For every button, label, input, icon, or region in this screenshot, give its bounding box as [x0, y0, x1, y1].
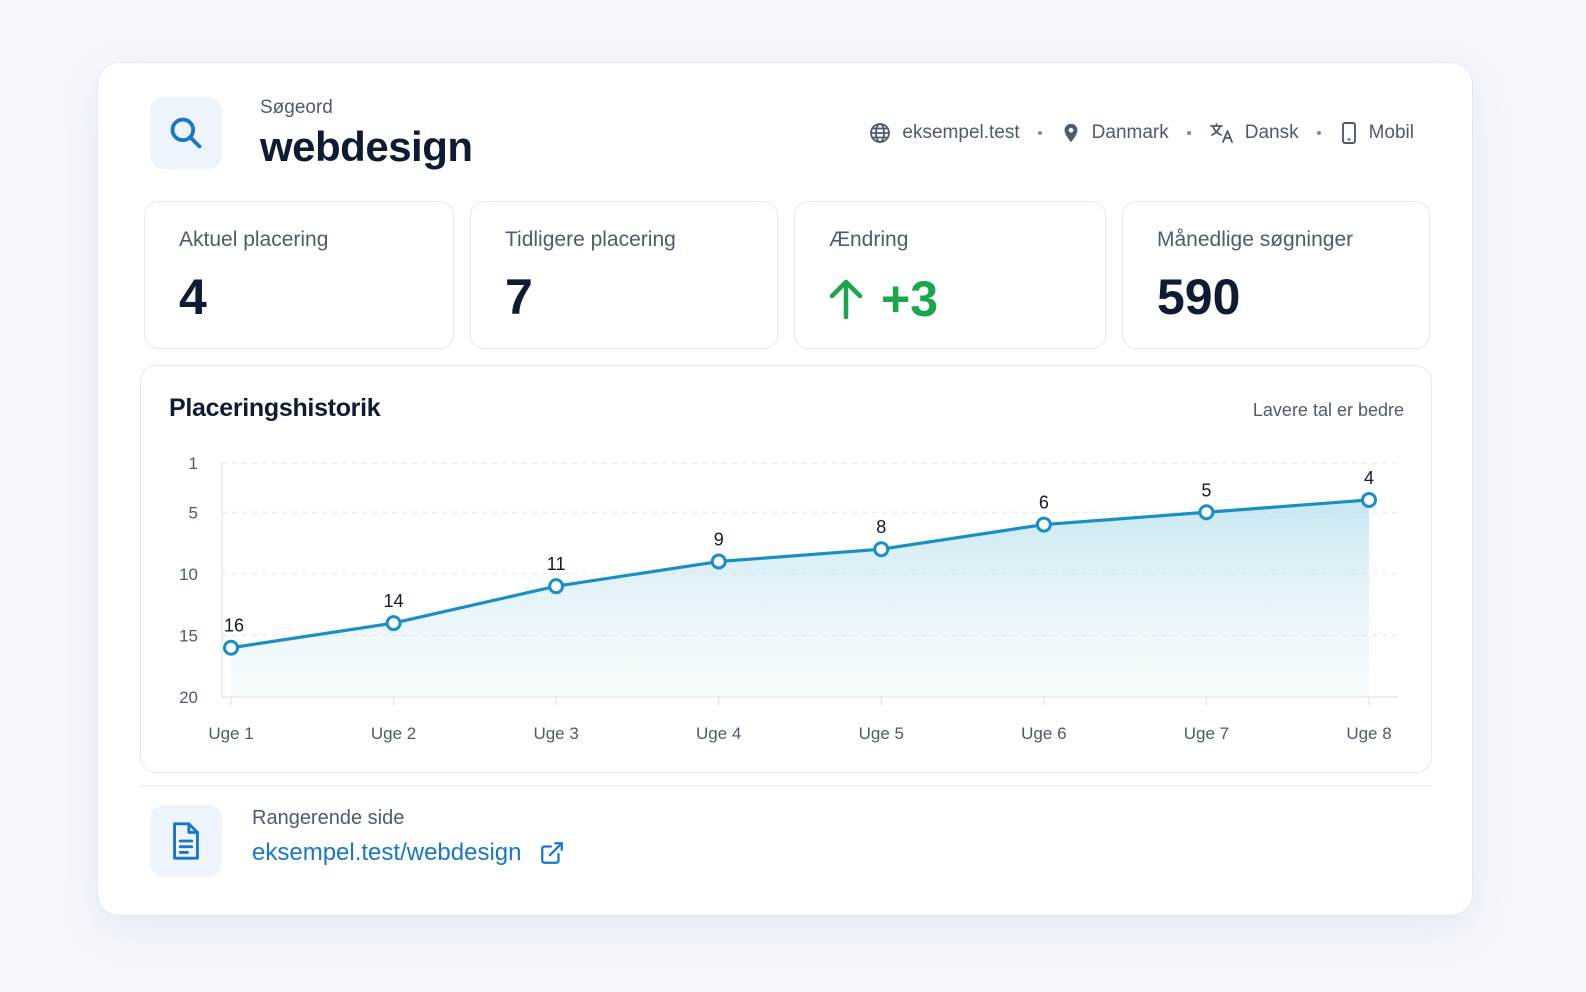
- keyword-search-icon-tile: [150, 97, 222, 169]
- series-line: [230, 498, 1370, 650]
- data-label: 9: [714, 530, 724, 550]
- chart-title: Placeringshistorik: [169, 394, 381, 422]
- data-point: [873, 541, 890, 558]
- data-label: 16: [224, 616, 244, 636]
- data-label: 5: [1201, 480, 1211, 500]
- x-tick-label: Uge 1: [208, 724, 253, 743]
- meta-separator: [1186, 131, 1191, 135]
- globe-icon: [870, 123, 891, 143]
- data-label: 14: [384, 591, 404, 611]
- keyword-meta: eksempel.test Danmark Dansk Mobil: [868, 119, 1414, 147]
- ranking-page-icon-tile: [150, 805, 222, 877]
- meta-language: Dansk: [1209, 121, 1299, 145]
- y-tick-label: 1: [189, 454, 198, 473]
- meta-separator: [1037, 131, 1042, 135]
- meta-country-text: Danmark: [1091, 122, 1169, 143]
- stat-change: Ændring +3: [794, 201, 1106, 349]
- external-link-icon[interactable]: [539, 840, 565, 866]
- y-tick-label: 15: [179, 626, 198, 645]
- stat-monthly-searches: Månedlige søgninger 590: [1122, 201, 1430, 349]
- document-icon: [173, 822, 199, 860]
- keyword-label: Søgeord: [260, 97, 333, 118]
- ranking-page-label: Rangerende side: [252, 807, 405, 829]
- meta-language-text: Dansk: [1244, 122, 1299, 143]
- ranking-page-url: eksempel.test/webdesign: [252, 839, 522, 866]
- data-label: 4: [1364, 468, 1374, 488]
- stat-previous-value: 7: [505, 269, 533, 325]
- x-tick-label: Uge 8: [1346, 724, 1391, 743]
- search-icon: [170, 117, 202, 149]
- y-tick-label: 5: [189, 503, 198, 522]
- data-point: [1198, 504, 1215, 521]
- data-label: 11: [547, 554, 566, 574]
- area-fill: [231, 499, 1369, 697]
- data-point: [1035, 516, 1052, 533]
- meta-country: Danmark: [1060, 121, 1169, 145]
- x-tick-label: Uge 3: [533, 724, 578, 743]
- stat-previous-position: Tidligere placering 7: [470, 201, 778, 349]
- y-tick-label: 20: [179, 688, 198, 707]
- chart-note: Lavere tal er bedre: [1252, 400, 1404, 420]
- data-label: 8: [876, 517, 886, 537]
- meta-domain-text: eksempel.test: [902, 122, 1020, 143]
- ranking-history-panel: Placeringshistorik Lavere tal er bedre 1…: [140, 365, 1432, 773]
- stat-current-value: 4: [179, 269, 207, 325]
- stat-monthly-label: Månedlige søgninger: [1157, 228, 1354, 251]
- stat-change-display: +3: [827, 270, 938, 328]
- meta-device-text: Mobil: [1368, 122, 1414, 143]
- ranking-page-link[interactable]: eksempel.test/webdesign: [252, 839, 565, 867]
- data-point: [1361, 491, 1377, 508]
- translate-icon: [1209, 123, 1233, 143]
- x-tick-label: Uge 6: [1021, 724, 1066, 743]
- x-tick-label: Uge 5: [859, 724, 904, 743]
- data-label: 6: [1039, 493, 1049, 513]
- meta-device: Mobil: [1339, 121, 1414, 145]
- stat-change-label: Ændring: [829, 228, 909, 251]
- keyword-value: webdesign: [260, 123, 473, 170]
- x-tick-label: Uge 2: [371, 724, 416, 743]
- meta-separator: [1316, 131, 1321, 135]
- data-point: [223, 639, 239, 656]
- stat-previous-label: Tidligere placering: [505, 228, 676, 251]
- stat-current-position: Aktuel placering 4: [144, 201, 454, 349]
- data-point: [548, 578, 565, 595]
- stat-change-value: +3: [881, 271, 939, 327]
- divider: [140, 785, 1432, 786]
- mobile-icon: [1341, 122, 1356, 144]
- location-pin-icon: [1064, 123, 1078, 143]
- x-tick-label: Uge 4: [696, 724, 741, 743]
- x-tick-label: Uge 7: [1184, 724, 1229, 743]
- keyword-card: Søgeord webdesign eksempel.test Danmark …: [97, 62, 1473, 916]
- stat-current-label: Aktuel placering: [179, 228, 329, 251]
- data-point: [385, 615, 402, 632]
- data-point: [710, 553, 727, 570]
- arrow-up-icon: [829, 279, 863, 320]
- y-tick-label: 10: [179, 565, 198, 584]
- stat-monthly-value: 590: [1157, 269, 1241, 325]
- meta-domain: eksempel.test: [868, 121, 1020, 145]
